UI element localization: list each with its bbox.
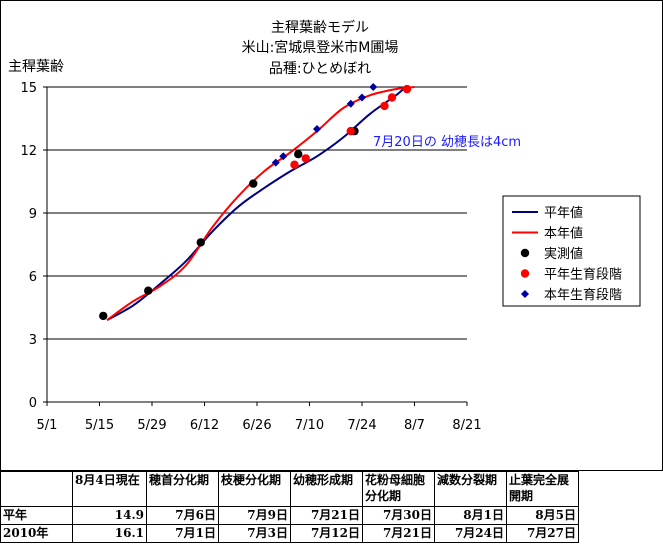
series-2-point xyxy=(144,287,152,295)
table-header-cell: 穂首分化期 xyxy=(147,472,219,507)
y-tick-label: 9 xyxy=(29,207,37,222)
x-tick-label: 7/10 xyxy=(295,418,324,433)
table-cell: 7月27日 xyxy=(507,525,579,543)
x-tick-label: 5/29 xyxy=(137,418,166,433)
table-header-cell: 花粉母細胞分化期 xyxy=(363,472,435,507)
x-tick-label: 5/1 xyxy=(37,418,58,433)
table-cell: 7月24日 xyxy=(435,525,507,543)
x-tick-label: 8/7 xyxy=(404,418,425,433)
y-tick-label: 6 xyxy=(29,270,37,285)
table-header-cell xyxy=(1,472,73,507)
x-tick-label: 6/12 xyxy=(190,418,219,433)
legend-label: 平年値 xyxy=(544,205,583,221)
x-tick-label: 5/15 xyxy=(85,418,114,433)
table-cell: 8月5日 xyxy=(507,507,579,525)
table-cell: 7月3日 xyxy=(219,525,291,543)
series-2-point xyxy=(294,150,302,158)
stage-table: 8月4日現在 穂首分化期 枝梗分化期 幼穂形成期 花粉母細胞分化期 減数分裂期 … xyxy=(0,471,579,543)
table-cell: 7月30日 xyxy=(363,507,435,525)
table-row: 2010年 16.1 7月1日 7月3日 7月12日 7月21日 7月24日 7… xyxy=(1,525,579,543)
table-cell: 14.9 xyxy=(73,507,147,525)
legend-label: 本年生育段階 xyxy=(544,287,622,303)
annotation-text: 7月20日の 幼穂長は4cm xyxy=(373,135,521,150)
x-tick-label: 6/26 xyxy=(242,418,271,433)
table-header-row: 8月4日現在 穂首分化期 枝梗分化期 幼穂形成期 花粉母細胞分化期 減数分裂期 … xyxy=(1,472,579,507)
series-3-point xyxy=(347,127,355,135)
y-axis-label: 主稈葉齢 xyxy=(8,59,64,75)
chart: 主稈葉齢モデル 米山:宮城県登米市M圃場 品種:ひとめぼれ 主稈葉齢 0 3 6 9 1… xyxy=(0,0,663,471)
y-tick-label: 3 xyxy=(29,333,37,348)
legend-label: 平年生育段階 xyxy=(544,267,622,283)
y-tick-label: 15 xyxy=(20,81,37,96)
x-tick-label: 8/21 xyxy=(452,418,481,433)
table-cell: 7月21日 xyxy=(363,525,435,543)
table-cell: 16.1 xyxy=(73,525,147,543)
table-header-cell: 止葉完全展開期 xyxy=(507,472,579,507)
chart-title-line-1: 主稈葉齢モデル xyxy=(271,19,369,36)
series-2-point xyxy=(249,179,257,187)
series-3-point xyxy=(290,161,298,169)
series-2-point xyxy=(197,238,205,246)
row-label: 平年 xyxy=(1,507,73,525)
series-3-point xyxy=(388,93,396,101)
table-cell: 7月1日 xyxy=(147,525,219,543)
legend-label: 実測値 xyxy=(544,246,583,262)
chart-title-line-3: 品種:ひとめぼれ xyxy=(269,61,371,77)
legend-label: 本年値 xyxy=(544,226,583,242)
table-header-cell: 減数分裂期 xyxy=(435,472,507,507)
row-label: 2010年 xyxy=(1,525,73,543)
y-tick-label: 12 xyxy=(20,144,37,159)
table-cell: 8月1日 xyxy=(435,507,507,525)
table-row: 平年 14.9 7月6日 7月9日 7月21日 7月30日 8月1日 8月5日 xyxy=(1,507,579,525)
table-cell: 7月6日 xyxy=(147,507,219,525)
chart-title-line-2: 米山:宮城県登米市M圃場 xyxy=(242,39,399,56)
legend-swatch xyxy=(521,249,529,257)
series-3-point xyxy=(302,154,310,162)
x-tick-label: 7/24 xyxy=(347,418,376,433)
legend-swatch xyxy=(521,269,529,277)
table-header-cell: 枝梗分化期 xyxy=(219,472,291,507)
table-cell: 7月9日 xyxy=(219,507,291,525)
series-3-point xyxy=(380,102,388,110)
series-3-point xyxy=(403,85,411,93)
series-2-point xyxy=(99,312,107,320)
table-cell: 7月21日 xyxy=(291,507,363,525)
table-header-cell: 幼穂形成期 xyxy=(291,472,363,507)
table-header-cell: 8月4日現在 xyxy=(73,472,147,507)
table-cell: 7月12日 xyxy=(291,525,363,543)
y-tick-label: 0 xyxy=(29,396,37,411)
